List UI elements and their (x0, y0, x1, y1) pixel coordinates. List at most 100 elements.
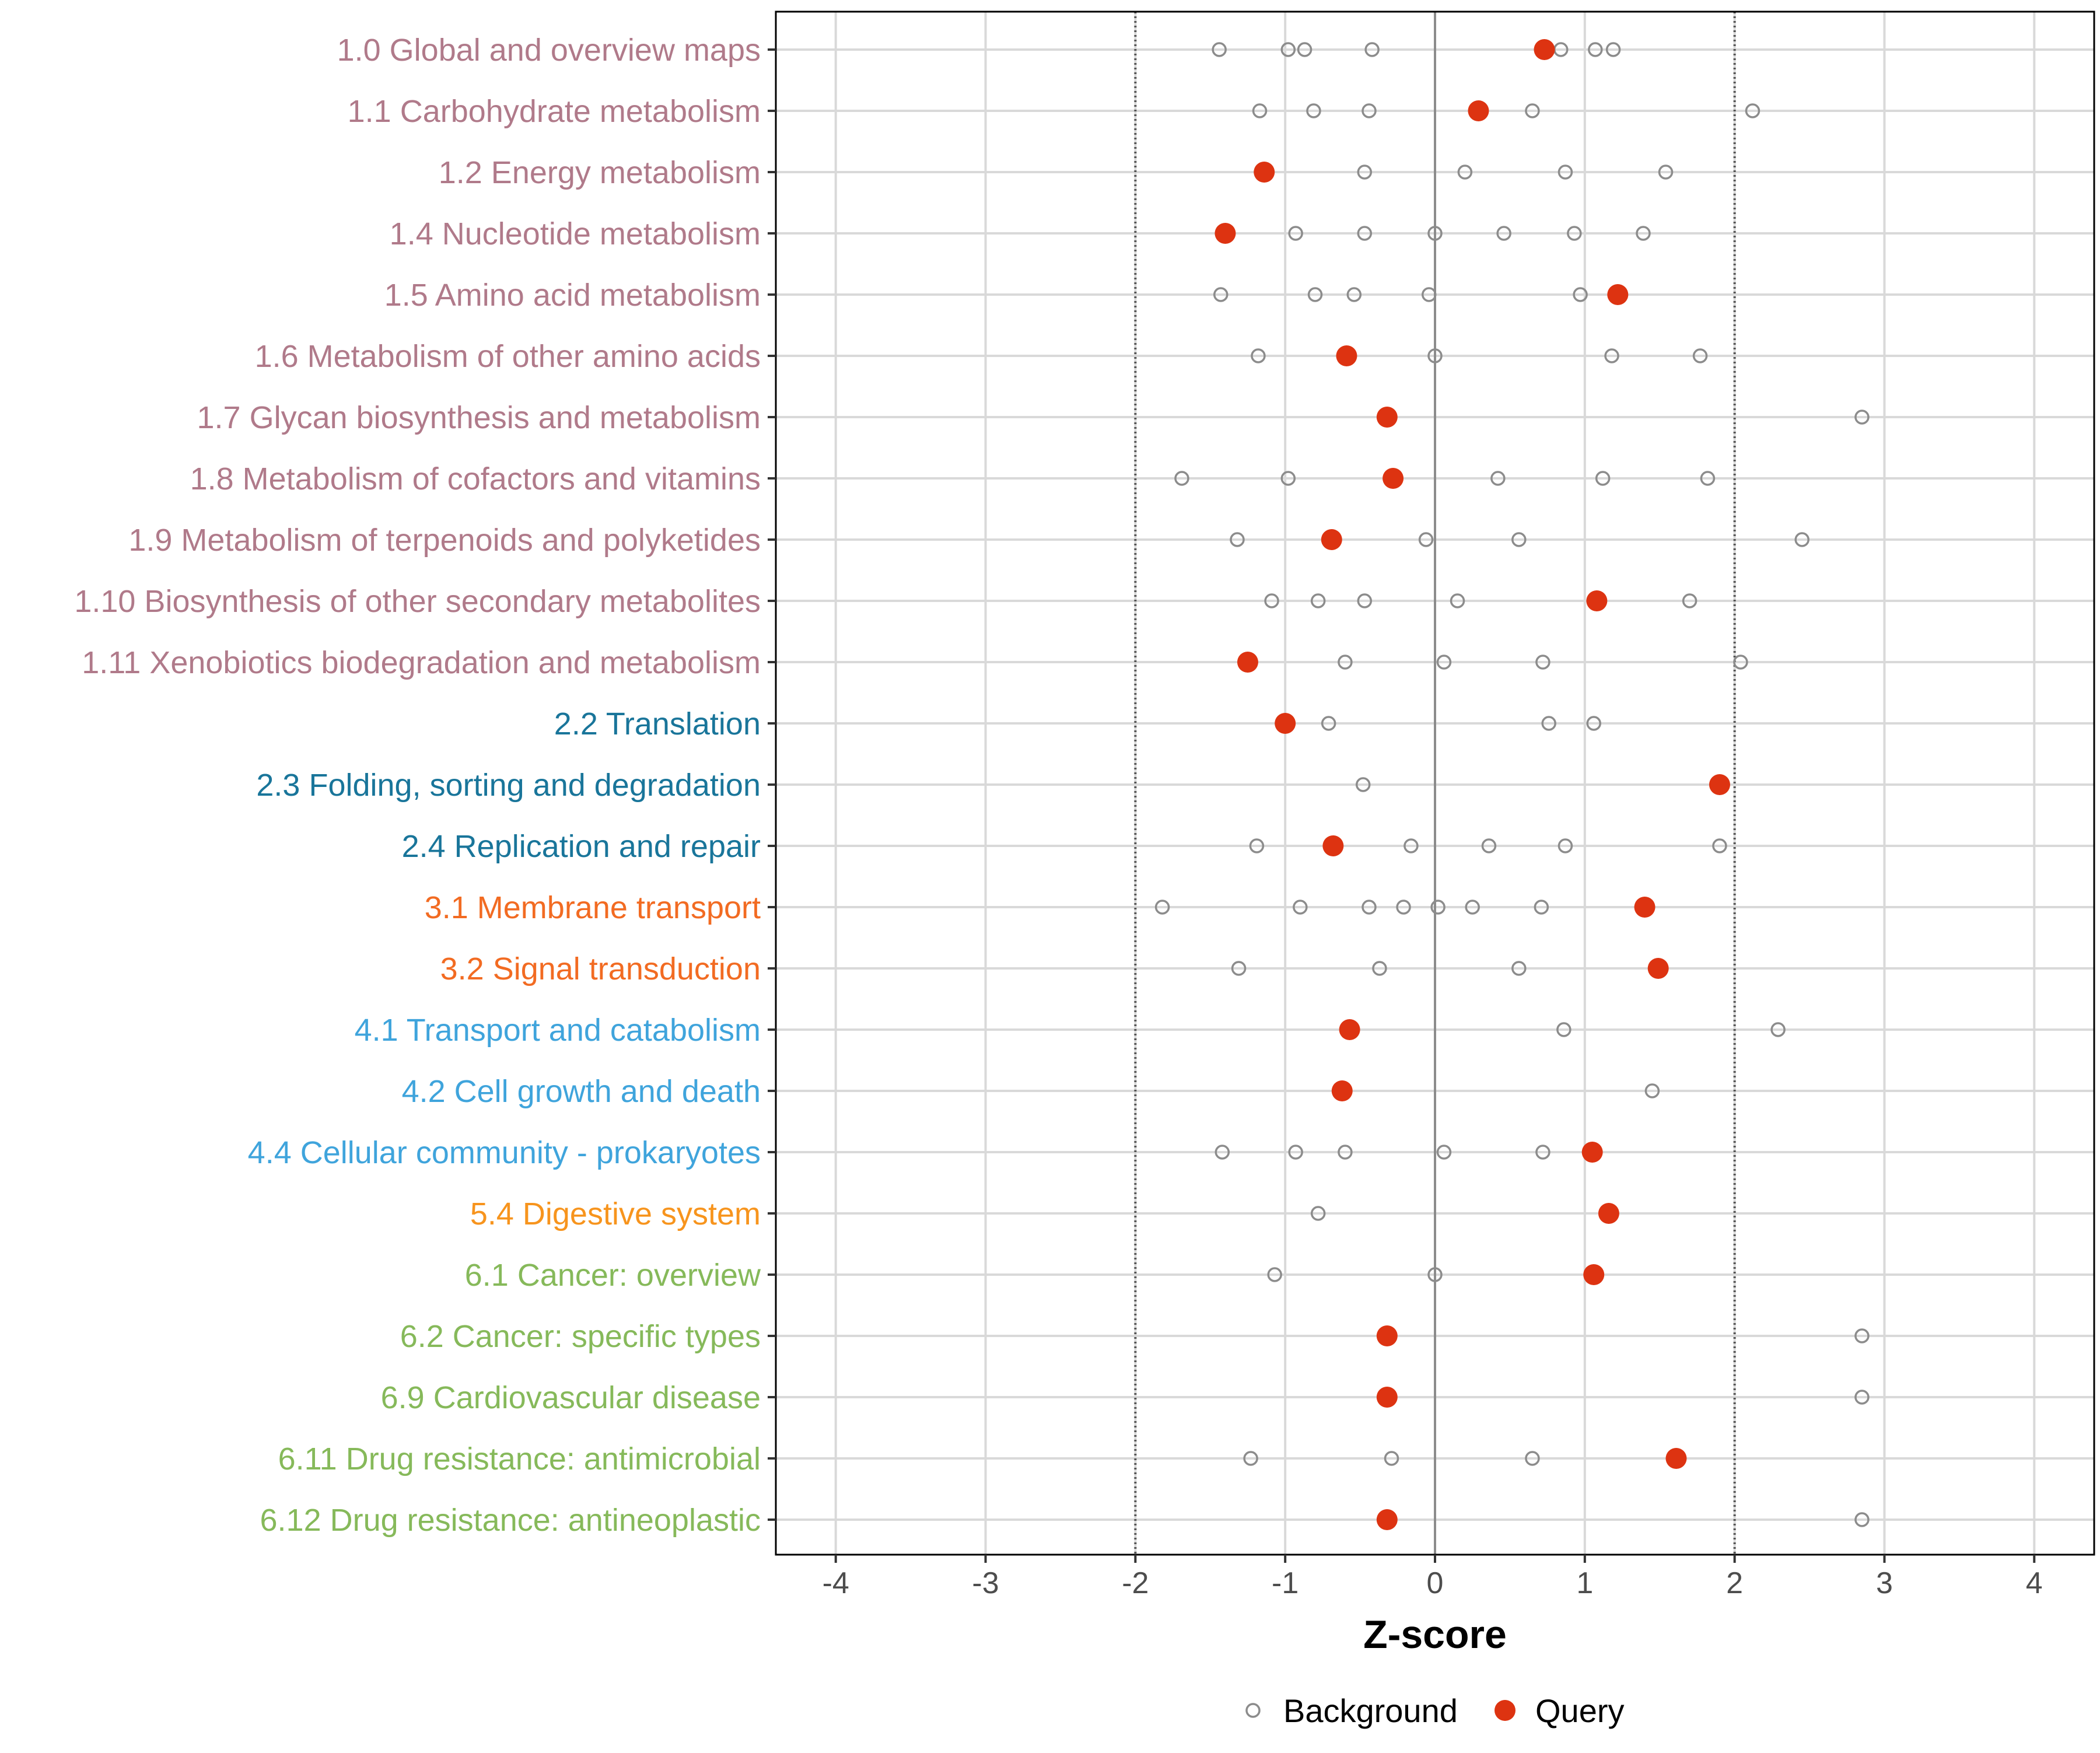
background-point (1267, 1267, 1282, 1282)
background-point (1745, 103, 1760, 118)
query-point (1665, 1448, 1687, 1469)
background-point (1511, 532, 1527, 547)
x-axis-tick-label: 3 (1876, 1566, 1893, 1600)
query-point (1709, 774, 1730, 795)
background-point (1854, 1390, 1870, 1405)
background-point (1338, 1145, 1353, 1160)
background-point (1496, 226, 1511, 241)
query-point (1322, 835, 1344, 856)
x-axis-tick-label: -4 (822, 1566, 849, 1600)
query-point (1468, 100, 1489, 121)
background-point (1644, 1083, 1660, 1098)
y-axis-label: 6.9 Cardiovascular disease (381, 1380, 761, 1415)
x-axis: -4 -3 -2 -1 0 1 2 3 4 (822, 1555, 2043, 1600)
background-point (1212, 42, 1227, 57)
background-point (1534, 900, 1549, 915)
background-point (1288, 1145, 1303, 1160)
query-point (1254, 162, 1275, 183)
y-axis-label: 2.3 Folding, sorting and degradation (256, 768, 761, 803)
background-point (1214, 1145, 1230, 1160)
background-point (1154, 900, 1170, 915)
y-axis-label: 1.2 Energy metabolism (439, 155, 761, 190)
background-point (1567, 226, 1582, 241)
background-point (1321, 716, 1336, 731)
query-point (1382, 468, 1404, 489)
x-axis-tick-label: -1 (1272, 1566, 1298, 1600)
query-point (1583, 1264, 1605, 1285)
y-axis-label: 1.9 Metabolism of terpenoids and polyket… (128, 523, 761, 558)
background-point (1525, 103, 1540, 118)
background-point (1733, 655, 1748, 670)
background-point (1604, 348, 1619, 363)
legend: Background Query (1245, 1692, 1625, 1729)
background-point (1174, 471, 1189, 486)
background-point (1249, 838, 1265, 853)
background-point (1418, 532, 1434, 547)
background-point (1854, 1328, 1870, 1343)
query-point (1376, 407, 1398, 428)
background-point (1427, 1267, 1443, 1282)
background-point (1306, 103, 1321, 118)
background-point (1288, 226, 1303, 241)
background-point (1658, 165, 1674, 180)
y-axis-label: 1.11 Xenobiotics biodegradation and meta… (82, 645, 761, 680)
y-axis-label: 4.2 Cell growth and death (402, 1074, 761, 1109)
background-point (1338, 655, 1353, 670)
background-point (1558, 165, 1573, 180)
background-point (1490, 471, 1506, 486)
background-point (1682, 593, 1698, 608)
background-point (1243, 1451, 1258, 1466)
background-point (1231, 961, 1247, 976)
background-point (1692, 348, 1708, 363)
background-point (1307, 287, 1323, 302)
background-point (1310, 593, 1326, 608)
y-axis-label: 6.12 Drug resistance: antineoplastic (260, 1503, 761, 1538)
background-point (1297, 42, 1312, 57)
background-point (1362, 103, 1377, 118)
y-axis-label: 6.2 Cancer: specific types (400, 1319, 761, 1354)
y-axis-label: 1.4 Nucleotide metabolism (390, 216, 761, 251)
x-axis-tick-label: 1 (1576, 1566, 1593, 1600)
query-point (1607, 284, 1629, 305)
background-point (1421, 287, 1437, 302)
x-axis-tick-label: 0 (1427, 1566, 1444, 1600)
background-point (1372, 961, 1387, 976)
background-point (1396, 900, 1411, 915)
x-axis-tick-label: 4 (2026, 1566, 2043, 1600)
y-axis-label: 3.1 Membrane transport (425, 890, 761, 925)
y-axis-label: 5.4 Digestive system (470, 1196, 761, 1231)
background-point (1264, 593, 1279, 608)
background-point (1280, 471, 1296, 486)
query-point (1336, 345, 1357, 366)
background-point (1384, 1451, 1399, 1466)
y-axis-label: 2.4 Replication and repair (402, 829, 761, 864)
background-point (1481, 838, 1497, 853)
background-point (1357, 593, 1373, 608)
background-point (1427, 348, 1443, 363)
points-layer (1154, 39, 1870, 1530)
background-point (1700, 471, 1716, 486)
background-point (1770, 1022, 1786, 1037)
y-axis-label: 1.7 Glycan biosynthesis and metabolism (197, 400, 761, 435)
background-point (1573, 287, 1588, 302)
y-axis-label: 1.10 Biosynthesis of other secondary met… (74, 584, 761, 619)
query-point (1581, 1142, 1603, 1163)
background-point (1251, 348, 1266, 363)
legend-query-marker (1494, 1700, 1516, 1721)
query-point (1331, 1080, 1353, 1101)
background-point (1558, 838, 1573, 853)
legend-query-label: Query (1535, 1692, 1625, 1729)
legend-background-label: Background (1283, 1692, 1458, 1729)
background-point (1854, 1512, 1870, 1527)
background-point (1586, 716, 1601, 731)
query-point (1214, 223, 1236, 244)
background-point (1364, 42, 1380, 57)
background-point (1525, 1451, 1540, 1466)
legend-background-marker (1245, 1703, 1261, 1718)
query-point (1275, 713, 1296, 734)
background-point (1450, 593, 1465, 608)
x-axis-title: Z-score (1363, 1612, 1507, 1657)
query-point (1237, 652, 1258, 673)
